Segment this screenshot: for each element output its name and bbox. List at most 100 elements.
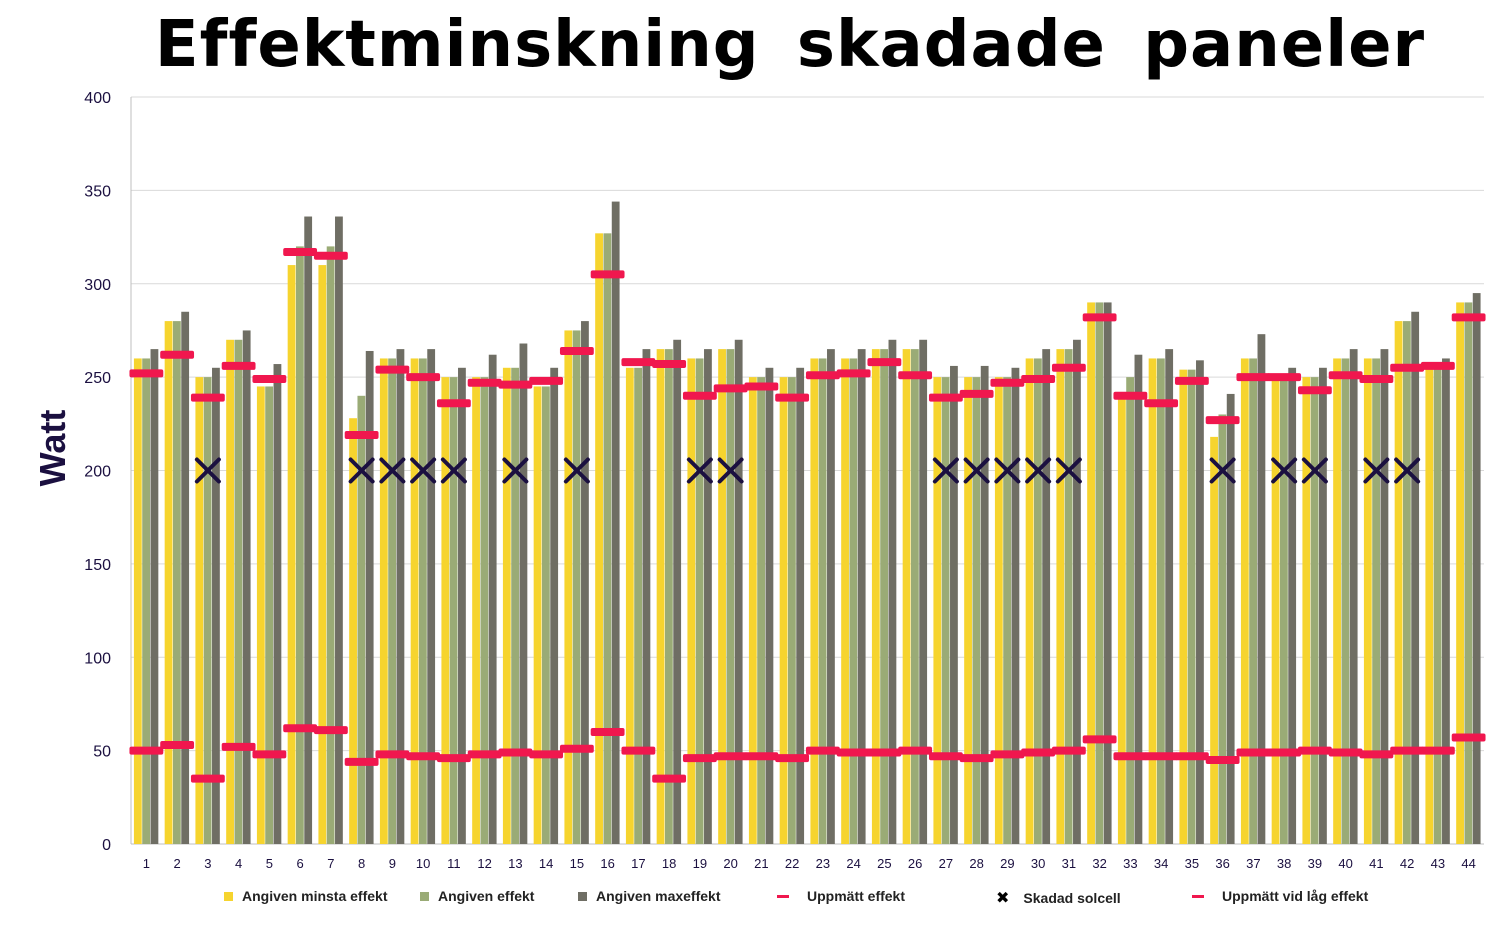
y-tick-label: 400 <box>84 90 111 107</box>
marker-uppmätt-vid-lag-effekt <box>1205 755 1240 764</box>
bar-angiven-minsta-effekt <box>656 349 665 844</box>
marker-uppmätt-vid-lag-effekt <box>928 752 963 761</box>
bar-angiven-effekt <box>449 377 458 844</box>
legend-dash <box>777 894 789 898</box>
legend-x-icon: ✖ <box>996 890 1010 907</box>
bar-angiven-minsta-effekt <box>1271 377 1280 844</box>
marker-uppmätt-effekt <box>621 358 656 367</box>
chart-title: Effektminskning skadade paneler <box>154 8 1426 82</box>
bar-angiven-minsta-effekt <box>564 330 573 844</box>
x-tick-label: 24 <box>846 856 860 871</box>
bar-angiven-minsta-effekt <box>1333 358 1341 844</box>
marker-uppmätt-vid-lag-effekt <box>1420 746 1455 755</box>
damaged-cell-marker <box>563 457 590 484</box>
bar-angiven-minsta-effekt <box>1179 369 1188 844</box>
bar-angiven-effekt <box>142 358 151 844</box>
marker-uppmätt-effekt <box>928 393 963 402</box>
bar-angiven-minsta-effekt <box>1025 358 1034 844</box>
legend-label: Uppmätt effekt <box>807 888 906 904</box>
marker-uppmätt-vid-lag-effekt <box>1451 733 1486 742</box>
legend-item: Angiven effekt <box>420 888 534 904</box>
bar-angiven-maxeffekt <box>550 367 559 844</box>
bar-angiven-maxeffekt <box>1226 393 1235 844</box>
bar-angiven-effekt <box>1279 377 1288 844</box>
damaged-cell-marker <box>1271 457 1298 484</box>
marker-uppmätt-vid-lag-effekt <box>1390 746 1425 755</box>
bar-angiven-minsta-effekt <box>748 377 757 844</box>
bar-angiven-minsta-effekt <box>1240 358 1249 844</box>
marker-uppmätt-vid-lag-effekt <box>129 746 164 755</box>
bar-angiven-maxeffekt <box>427 349 436 844</box>
bar-angiven-maxeffekt <box>1011 367 1020 844</box>
marker-uppmätt-vid-lag-effekt <box>1144 752 1179 761</box>
damaged-cell-marker <box>1394 457 1421 484</box>
bar-angiven-effekt <box>480 377 489 844</box>
marker-uppmätt-vid-lag-effekt <box>1359 750 1394 759</box>
legend-label: Uppmätt vid låg effekt <box>1222 888 1369 904</box>
marker-uppmätt-effekt <box>590 270 625 279</box>
x-tick-label: 5 <box>266 856 273 871</box>
marker-uppmätt-effekt <box>252 374 287 383</box>
marker-uppmätt-vid-lag-effekt <box>590 727 625 736</box>
bar-angiven-maxeffekt <box>673 339 682 844</box>
bar-angiven-effekt <box>418 358 427 844</box>
bar-angiven-maxeffekt <box>242 330 251 844</box>
marker-uppmätt-effekt <box>1297 386 1332 395</box>
bar-angiven-maxeffekt <box>765 367 774 844</box>
damaged-cell-marker <box>410 457 437 484</box>
marker-uppmätt-vid-lag-effekt <box>221 742 256 751</box>
marker-uppmätt-vid-lag-effekt <box>1113 752 1148 761</box>
bar-angiven-maxeffekt <box>642 349 651 844</box>
marker-uppmätt-vid-lag-effekt <box>160 741 195 750</box>
bar-angiven-maxeffekt <box>796 367 805 844</box>
y-tick-label: 0 <box>102 837 111 854</box>
x-tick-label: 19 <box>693 856 707 871</box>
marker-uppmätt-effekt <box>313 251 348 260</box>
marker-uppmätt-vid-lag-effekt <box>190 774 225 783</box>
x-tick-label: 29 <box>1000 856 1014 871</box>
marker-uppmätt-effekt <box>713 384 748 393</box>
legend-label: Angiven effekt <box>438 888 535 904</box>
damaged-cell-marker <box>994 457 1021 484</box>
damaged-cell-marker <box>686 457 713 484</box>
bar-angiven-minsta-effekt <box>349 418 357 844</box>
bar-angiven-effekt <box>541 386 550 844</box>
bar-angiven-effekt <box>941 377 950 844</box>
y-tick-label: 250 <box>84 370 111 387</box>
bar-angiven-maxeffekt <box>919 339 928 844</box>
legend-label: Angiven minsta effekt <box>242 888 388 904</box>
bar-angiven-effekt <box>1095 302 1104 844</box>
bar-angiven-minsta-effekt <box>902 349 911 844</box>
marker-uppmätt-effekt <box>1021 374 1056 383</box>
bar-angiven-minsta-effekt <box>379 358 388 844</box>
x-tick-label: 12 <box>477 856 491 871</box>
x-tick-label: 3 <box>204 856 211 871</box>
x-tick-label: 43 <box>1431 856 1445 871</box>
y-tick-label: 200 <box>84 464 111 481</box>
marker-uppmätt-vid-lag-effekt <box>436 754 471 763</box>
x-tick-label: 36 <box>1215 856 1229 871</box>
bar-angiven-minsta-effekt <box>1394 321 1403 845</box>
bar-angiven-effekt <box>818 358 827 844</box>
bar-angiven-minsta-effekt <box>256 386 265 844</box>
marker-uppmätt-effekt <box>1328 371 1363 380</box>
bar-angiven-effekt <box>1064 349 1073 844</box>
damaged-cell-marker <box>1301 457 1328 484</box>
damaged-cell-marker <box>194 457 221 484</box>
marker-uppmätt-vid-lag-effekt <box>1297 746 1332 755</box>
bar-angiven-minsta-effekt <box>1456 302 1464 844</box>
bar-angiven-effekt <box>695 358 704 844</box>
bar-angiven-maxeffekt <box>1319 367 1327 844</box>
x-tick-label: 28 <box>969 856 983 871</box>
bar-angiven-maxeffekt <box>396 349 405 844</box>
marker-uppmätt-effekt <box>344 431 379 440</box>
bar-angiven-minsta-effekt <box>318 265 327 844</box>
marker-uppmätt-vid-lag-effekt <box>344 757 379 766</box>
x-tick-label: 41 <box>1369 856 1383 871</box>
marker-uppmätt-effekt <box>467 378 502 387</box>
bar-angiven-effekt <box>849 358 858 844</box>
marker-uppmätt-effekt <box>652 360 687 369</box>
bar-angiven-maxeffekt <box>304 216 313 844</box>
marker-uppmätt-effekt <box>375 365 410 374</box>
marker-uppmätt-vid-lag-effekt <box>1328 748 1363 757</box>
